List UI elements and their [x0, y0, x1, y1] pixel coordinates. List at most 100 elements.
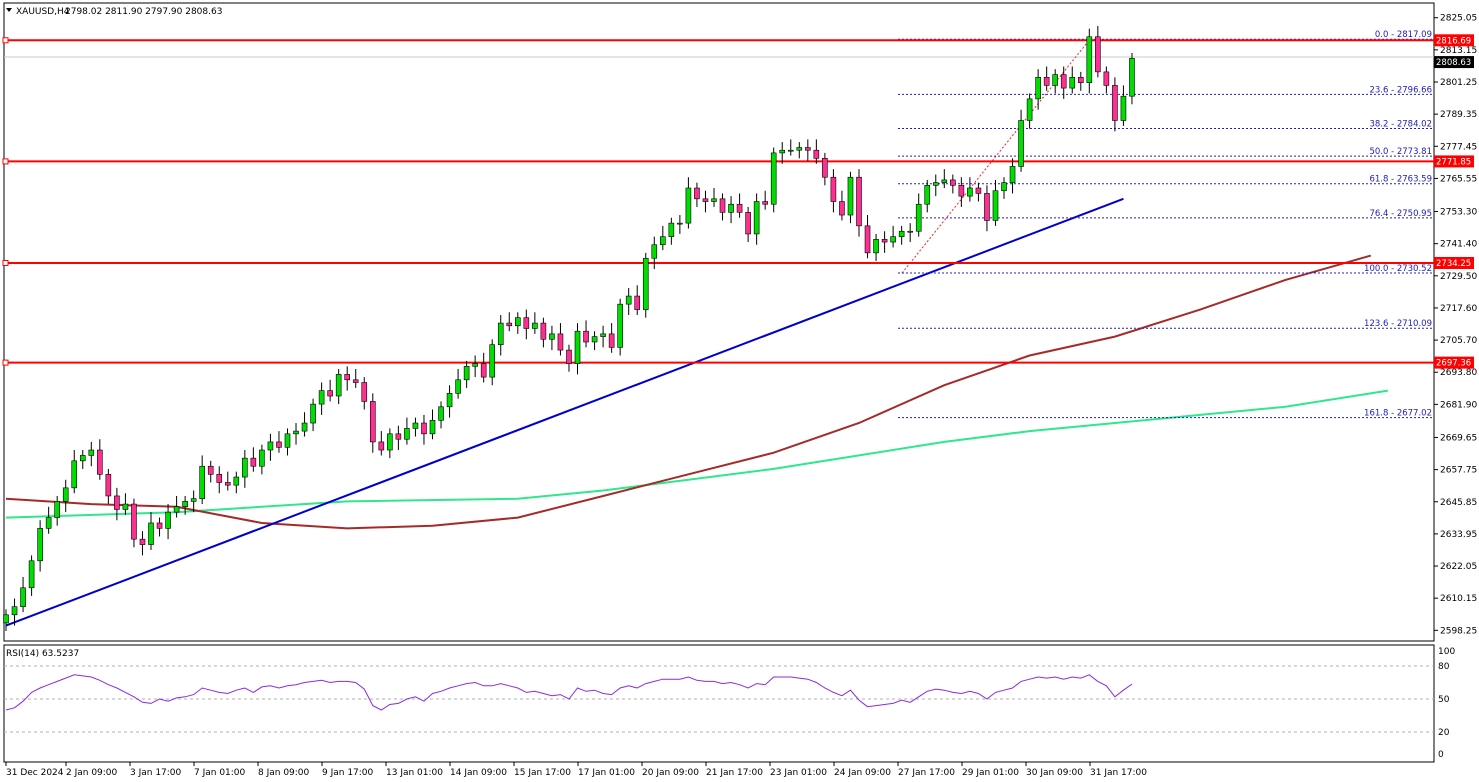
candle	[881, 231, 888, 253]
time-tick-label: 2 Jan 09:00	[66, 768, 118, 778]
support-level-handle	[2, 37, 9, 44]
candle-body	[660, 236, 666, 246]
candle	[617, 298, 623, 356]
fib-level-label: 0.0 - 2817.09	[1375, 30, 1432, 40]
candle	[762, 190, 768, 210]
candle	[873, 233, 879, 261]
candle	[668, 217, 675, 245]
candle	[514, 312, 521, 334]
candle	[557, 323, 564, 356]
candle-body	[540, 322, 547, 340]
candle-body	[54, 501, 60, 518]
current-price-tag-text: 2808.63	[1436, 58, 1471, 68]
candlestick-series	[3, 25, 1135, 632]
fib-level-label: 100.0 - 2730.52	[1364, 264, 1432, 274]
candle-body	[344, 374, 351, 381]
symbol-dropdown-icon[interactable]	[6, 8, 12, 12]
time-tick-label: 31 Jan 17:00	[1090, 768, 1147, 778]
candle	[318, 382, 325, 415]
candle-body	[915, 203, 922, 232]
fib-level-label: 123.6 - 2710.09	[1364, 319, 1432, 329]
candle-body	[387, 433, 393, 451]
price-tick-label: 2681.90	[1440, 400, 1477, 410]
candle	[822, 152, 828, 186]
candle-body	[301, 422, 308, 432]
candle-body	[950, 179, 956, 186]
candle	[387, 428, 393, 459]
candle-body	[514, 317, 521, 327]
level-price-tag-text: 2771.85	[1436, 157, 1471, 167]
rsi-panel-border	[3, 644, 1435, 763]
candle	[233, 471, 240, 494]
candle	[250, 447, 257, 472]
candle	[719, 193, 726, 221]
candle-body	[523, 317, 530, 329]
candle	[660, 225, 666, 251]
candle-body	[327, 390, 333, 397]
rsi-panel: 100 80 50 20 0	[4, 647, 1455, 760]
candle-body	[984, 193, 990, 221]
candle-body	[79, 455, 86, 462]
candle-body	[932, 182, 939, 186]
time-tick-label: 23 Jan 01:00	[770, 768, 827, 778]
candle	[787, 139, 794, 156]
candle-body	[97, 449, 103, 475]
candle-body	[105, 474, 112, 497]
candle	[1043, 66, 1050, 91]
price-tick-label: 2669.65	[1440, 433, 1477, 443]
price-tick-label: 2705.70	[1440, 336, 1477, 346]
price-tick-label: 2813.15	[1440, 46, 1477, 56]
price-tick-label: 2657.75	[1440, 466, 1477, 476]
time-tick-label: 14 Jan 09:00	[450, 768, 507, 778]
candle-body	[779, 149, 786, 154]
candle-body	[1052, 74, 1058, 86]
rsi-line	[5, 674, 1133, 711]
candle	[770, 147, 777, 213]
candle	[506, 312, 513, 332]
candle-body	[557, 333, 564, 351]
candle	[105, 468, 112, 505]
candle	[88, 441, 95, 467]
symbol-label: XAUUSD,H4	[16, 7, 70, 17]
candle-body	[1120, 95, 1127, 121]
candle	[1069, 66, 1076, 94]
candle	[779, 142, 786, 164]
candle-body	[1103, 71, 1110, 86]
candle-body	[165, 511, 171, 529]
candle-body	[549, 333, 555, 340]
candle-body	[958, 185, 965, 197]
candle	[284, 428, 291, 456]
candle-body	[813, 149, 820, 159]
candle	[702, 190, 709, 213]
time-tick-label: 15 Jan 17:00	[514, 768, 571, 778]
candle	[830, 169, 837, 213]
trendline-layer	[5, 197, 1124, 627]
candle	[950, 174, 956, 194]
time-tick-label: 30 Jan 09:00	[1026, 768, 1083, 778]
rsi-tick-label: 100	[1438, 647, 1455, 657]
candle	[327, 379, 333, 402]
candle	[677, 215, 683, 234]
candle-body	[677, 222, 683, 225]
candle	[267, 433, 274, 461]
candle	[148, 512, 154, 550]
candle-body	[395, 433, 402, 440]
candle-body	[702, 198, 709, 202]
candle-body	[233, 476, 240, 486]
candle-body	[881, 239, 888, 243]
candle	[293, 423, 299, 445]
candle-body	[284, 433, 291, 448]
candle-body	[839, 201, 845, 216]
moving-averages	[5, 254, 1389, 530]
candle-body	[600, 333, 606, 337]
candle-body	[719, 198, 726, 213]
candle	[864, 215, 871, 259]
candle	[335, 368, 342, 405]
time-tick-label: 31 Dec 2024	[6, 768, 64, 778]
candle	[37, 520, 43, 572]
candle-body	[250, 457, 257, 467]
candle-body	[429, 420, 436, 435]
candle-body	[1018, 120, 1024, 167]
fib-level-label: 61.8 - 2763.59	[1369, 175, 1432, 185]
candle-body	[114, 495, 120, 510]
